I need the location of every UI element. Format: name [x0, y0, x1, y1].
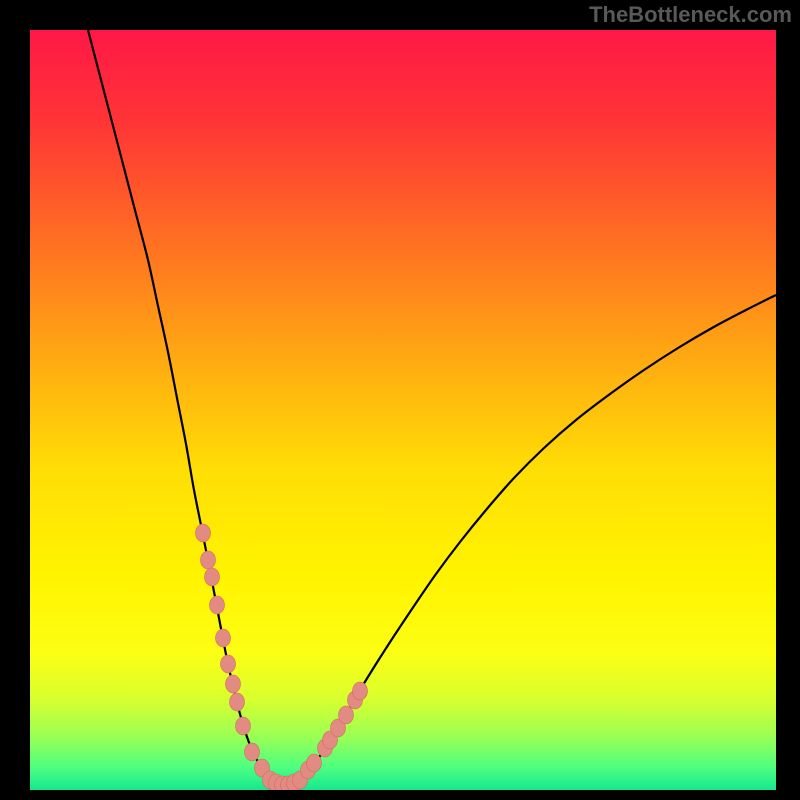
watermark-text: TheBottleneck.com	[589, 2, 792, 28]
marker-dot	[210, 596, 225, 614]
marker-dot	[201, 551, 216, 569]
marker-dot	[205, 568, 220, 586]
marker-dot	[221, 655, 236, 673]
marker-dot	[353, 682, 368, 700]
marker-dot	[245, 743, 260, 761]
marker-dot	[230, 693, 245, 711]
marker-dot	[216, 629, 231, 647]
marker-dot	[307, 754, 322, 772]
marker-dot	[236, 717, 251, 735]
marker-dot	[226, 675, 241, 693]
marker-dot	[339, 706, 354, 724]
plot-background	[30, 30, 776, 790]
marker-dot	[196, 524, 211, 542]
bottleneck-chart	[0, 0, 800, 800]
